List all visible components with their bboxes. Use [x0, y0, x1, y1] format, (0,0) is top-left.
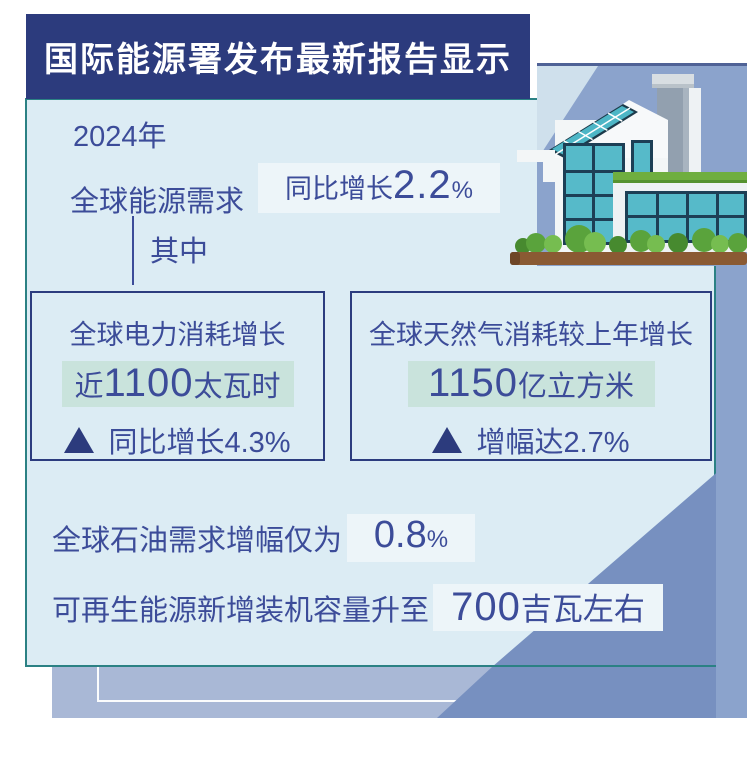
- energy-demand-label: 全球能源需求: [70, 186, 245, 218]
- bushes: [515, 225, 747, 254]
- white-ledge-post: [543, 160, 555, 182]
- oil-value-pill: 0.8%: [347, 514, 475, 562]
- year-label: 2024年: [73, 121, 167, 153]
- gas-unit: 亿立方米: [518, 371, 635, 403]
- electricity-unit: 太瓦时: [193, 371, 281, 403]
- oil-unit: %: [426, 526, 449, 553]
- electricity-value-prefix: 近: [74, 371, 104, 403]
- electricity-delta: 同比增长4.3%: [108, 427, 291, 459]
- up-triangle-icon: [64, 427, 95, 453]
- among-label: 其中: [150, 236, 209, 268]
- gas-delta-row: 增幅达2.7%: [352, 419, 710, 461]
- electricity-stat-box: 全球电力消耗增长 近 1100 太瓦时 同比增长4.3%: [30, 291, 325, 461]
- growth-unit: %: [451, 177, 473, 204]
- banner-title: 国际能源署发布最新报告显示: [44, 41, 512, 79]
- ground-strip: [510, 252, 747, 265]
- small-window: [631, 140, 653, 176]
- electricity-delta-row: 同比增长4.3%: [32, 419, 323, 461]
- oil-label: 全球石油需求增幅仅为: [52, 525, 343, 557]
- renewables-unit: 吉瓦左右: [520, 592, 645, 627]
- gas-stat-box: 全球天然气消耗较上年增长 1150 亿立方米 增幅达2.7%: [350, 291, 712, 461]
- gas-delta: 增幅达2.7%: [476, 427, 630, 459]
- electricity-value-pill: 近 1100 太瓦时: [61, 361, 294, 407]
- white-ledge: [517, 150, 555, 162]
- report-banner: 国际能源署发布最新报告显示: [26, 14, 530, 99]
- up-triangle-icon: [432, 427, 463, 453]
- electricity-title: 全球电力消耗增长: [69, 320, 286, 350]
- renewables-value-pill: 700 吉瓦左右: [433, 584, 663, 631]
- energy-growth-pill: 同比增长 2.2%: [258, 163, 500, 213]
- electricity-value: 1100: [103, 361, 194, 405]
- card-bottom-border: [25, 665, 716, 667]
- building-illustration: [510, 74, 747, 265]
- gas-value-pill: 1150 亿立方米: [407, 361, 655, 407]
- renewables-value: 700: [451, 585, 521, 629]
- oil-value: 0.8: [373, 514, 427, 556]
- gas-title: 全球天然气消耗较上年增长: [369, 320, 693, 350]
- renewables-label: 可再生能源新增装机容量升至: [52, 594, 430, 627]
- growth-prefix: 同比增长: [285, 174, 394, 204]
- growth-value: 2.2: [393, 163, 452, 207]
- connector-line: [132, 216, 134, 285]
- gas-value: 1150: [427, 361, 518, 405]
